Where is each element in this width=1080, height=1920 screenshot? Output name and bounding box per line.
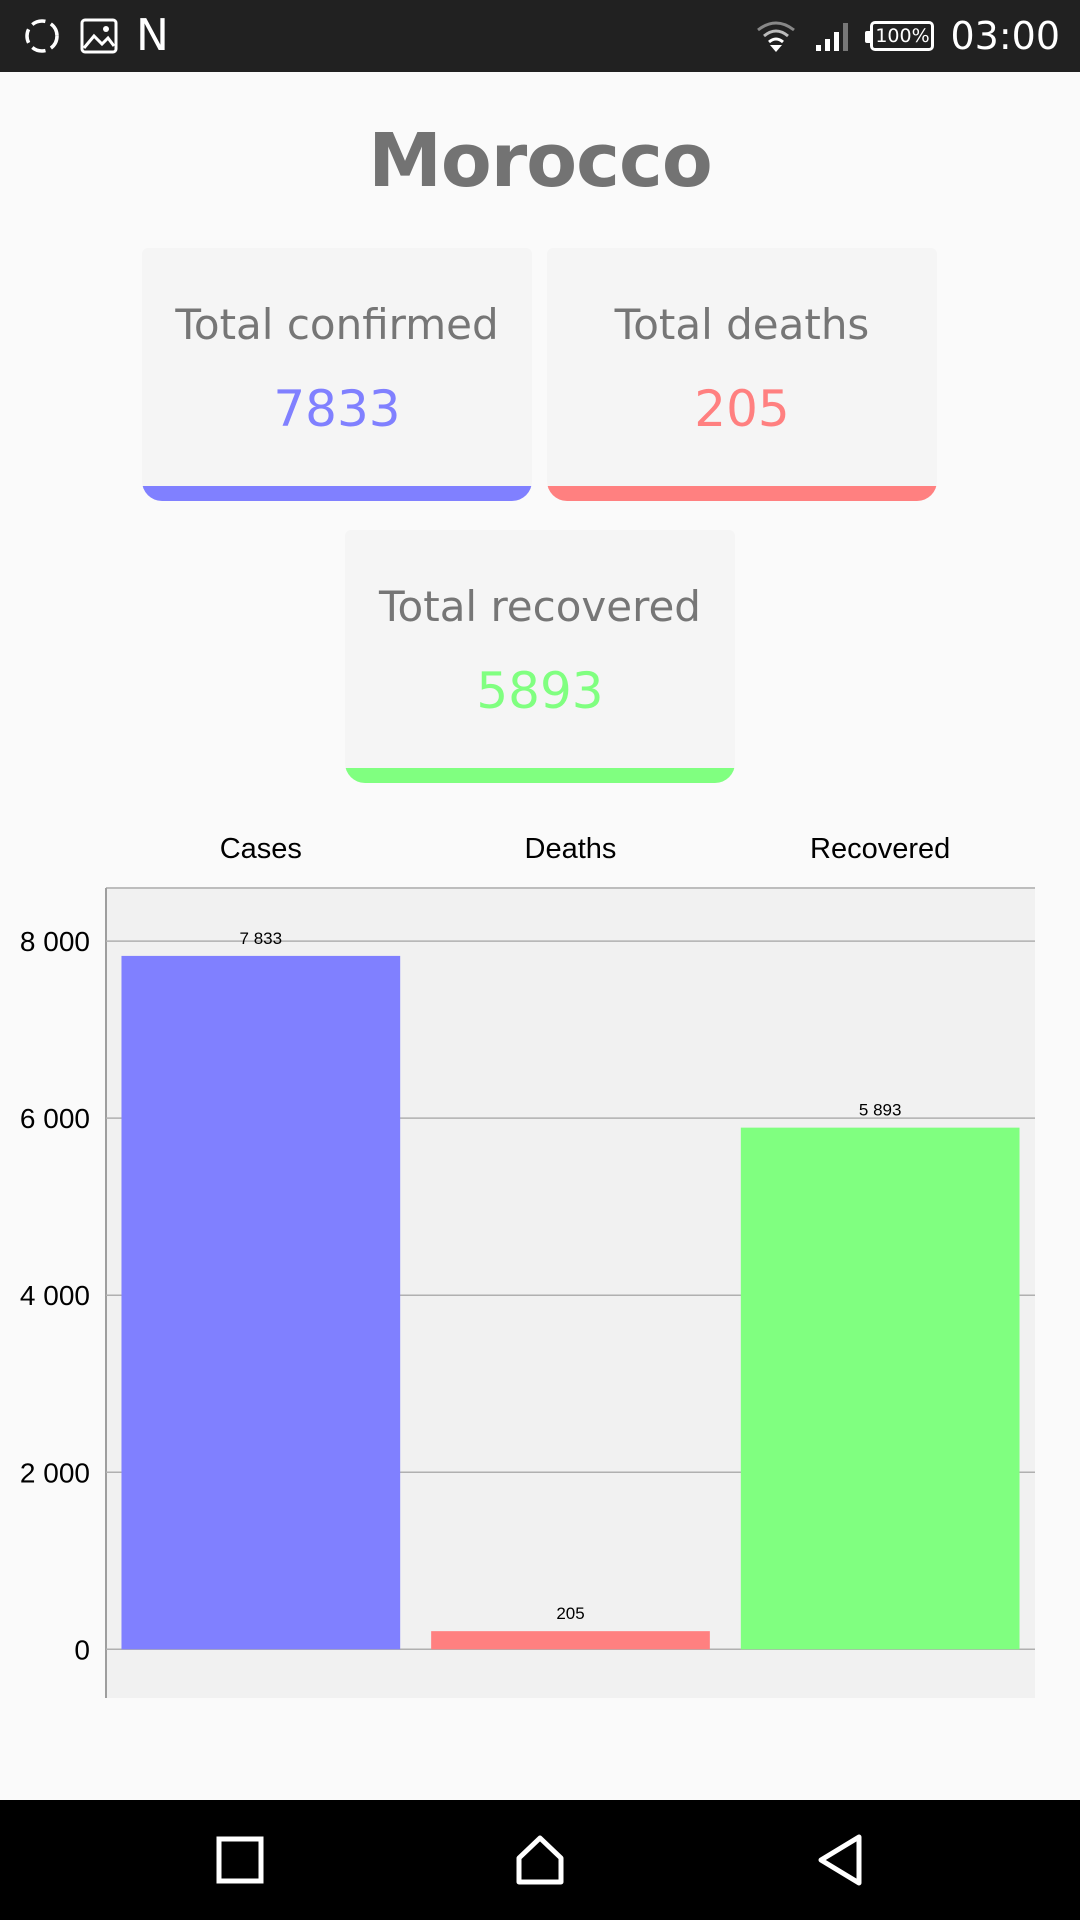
bar-chart: 0 2 000 4 000 6 000 8 000 7 833 Cases 205 Deaths… (0, 830, 1080, 1710)
card-value-recovered: 5893 (476, 662, 604, 720)
card-total-deaths: Total deaths 205 (547, 248, 937, 501)
card-total-confirmed: Total confirmed 7833 (142, 248, 532, 501)
country-title: Morocco (368, 118, 712, 204)
wifi-icon (754, 18, 798, 54)
card-bar-confirmed (142, 486, 532, 501)
recents-square-icon[interactable] (170, 1800, 310, 1920)
card-label-confirmed: Total confirmed (175, 300, 499, 349)
y-tick-label: 0 (74, 1634, 90, 1665)
y-tick-label: 4 000 (20, 1280, 90, 1311)
bar-value-label: 7 833 (240, 929, 283, 948)
y-tick-label: 2 000 (20, 1457, 90, 1488)
back-triangle-icon[interactable] (770, 1800, 910, 1920)
status-right-icons: 100% 03:00 (754, 0, 1060, 72)
image-icon (80, 18, 118, 54)
n-icon: N (136, 10, 169, 61)
card-bar-recovered (345, 768, 735, 783)
y-tick-label: 6 000 (20, 1103, 90, 1134)
home-icon[interactable] (470, 1800, 610, 1920)
card-label-recovered: Total recovered (379, 582, 701, 631)
card-bar-deaths (547, 486, 937, 501)
category-label: Deaths (525, 833, 617, 865)
y-tick-label: 8 000 (20, 926, 90, 957)
status-left-icons: N (22, 0, 169, 72)
sync-circle-icon (22, 16, 62, 56)
status-bar: N 100% 03:00 (0, 0, 1080, 72)
bar-value-label: 205 (556, 1604, 584, 1623)
card-label-deaths: Total deaths (614, 300, 870, 349)
navigation-bar (0, 1800, 1080, 1920)
card-total-recovered: Total recovered 5893 (345, 530, 735, 783)
status-clock: 03:00 (950, 14, 1060, 58)
bar (740, 1127, 1020, 1650)
battery-indicator: 100% (865, 21, 935, 51)
card-value-confirmed: 7833 (273, 380, 401, 438)
category-label: Cases (220, 833, 302, 865)
card-value-deaths: 205 (694, 380, 790, 438)
bar-value-label: 5 893 (859, 1101, 902, 1120)
bar-chart-svg: 0 2 000 4 000 6 000 8 000 7 833 Cases 205 Deaths… (20, 833, 1035, 1698)
category-label: Recovered (810, 833, 950, 865)
signal-icon (814, 19, 854, 53)
bar (431, 1631, 710, 1650)
bar (121, 955, 401, 1650)
